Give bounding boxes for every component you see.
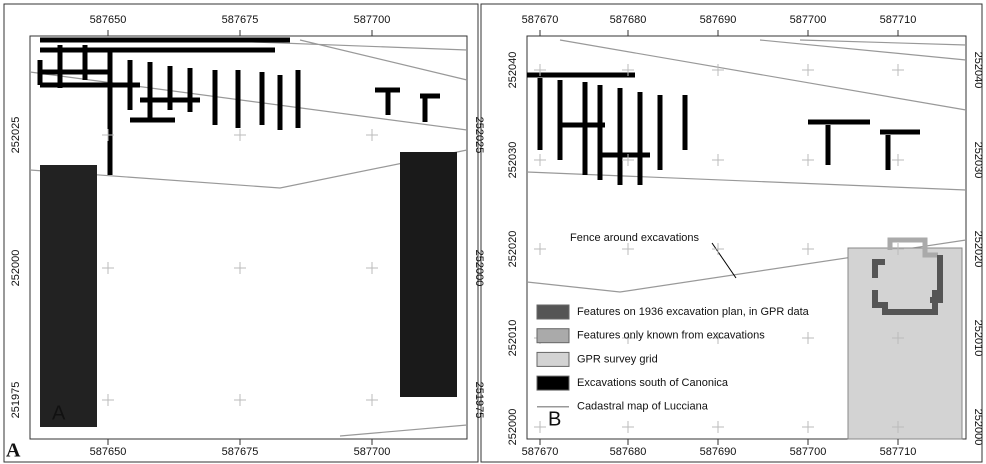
y-tick-label: 252000	[473, 250, 485, 287]
x-tick-label: 587710	[880, 14, 917, 26]
legend-swatch	[537, 352, 569, 366]
x-tick-label: 587675	[222, 14, 259, 26]
y-tick-label: 252040	[507, 52, 519, 89]
legend-label: Features on 1936 excavation plan, in GPR…	[577, 306, 810, 318]
panel-label: B	[548, 408, 561, 430]
x-tick-label: 587675	[222, 446, 259, 458]
x-tick-label: 587670	[522, 14, 559, 26]
legend-label: Excavations south of Canonica	[577, 377, 729, 389]
x-tick-label: 587650	[90, 14, 127, 26]
x-tick-label: 587700	[790, 446, 827, 458]
y-tick-label: 252010	[972, 320, 984, 357]
legend-label: GPR survey grid	[577, 353, 658, 365]
figure: A 587650 587650 587675 587675 587700 587700 25…	[0, 0, 986, 464]
y-tick-label: 251975	[473, 382, 485, 419]
y-tick-label: 252010	[507, 320, 519, 357]
y-tick-label: 252020	[972, 231, 984, 268]
x-tick-label: 587680	[610, 446, 647, 458]
legend-swatch	[537, 305, 569, 319]
y-tick-label: 252000	[507, 409, 519, 446]
legend-swatch	[537, 376, 569, 390]
panel-label: A	[52, 402, 66, 424]
legend-label: Cadastral map of Lucciana	[577, 401, 709, 413]
legend-label: Features only known from excavations	[577, 330, 765, 342]
x-tick-label: 587700	[790, 14, 827, 26]
x-tick-label: 587690	[700, 14, 737, 26]
y-tick-label: 252025	[473, 117, 485, 154]
x-tick-label: 587700	[354, 14, 391, 26]
y-tick-label: 252000	[972, 409, 984, 446]
annotation: Fence around excavations	[570, 232, 700, 244]
x-tick-label: 587680	[610, 14, 647, 26]
x-tick-label: 587700	[354, 446, 391, 458]
x-tick-label: 587650	[90, 446, 127, 458]
figure-label: A	[6, 440, 21, 462]
y-tick-label: 251975	[10, 382, 22, 419]
x-tick-label: 587690	[700, 446, 737, 458]
y-tick-label: 252020	[507, 231, 519, 268]
x-tick-label: 587670	[522, 446, 559, 458]
y-tick-label: 252040	[972, 52, 984, 89]
y-tick-label: 252030	[972, 142, 984, 179]
x-tick-label: 587710	[880, 446, 917, 458]
y-tick-label: 252030	[507, 142, 519, 179]
y-tick-label: 252000	[10, 250, 22, 287]
y-tick-label: 252025	[10, 117, 22, 154]
legend-swatch	[537, 329, 569, 343]
